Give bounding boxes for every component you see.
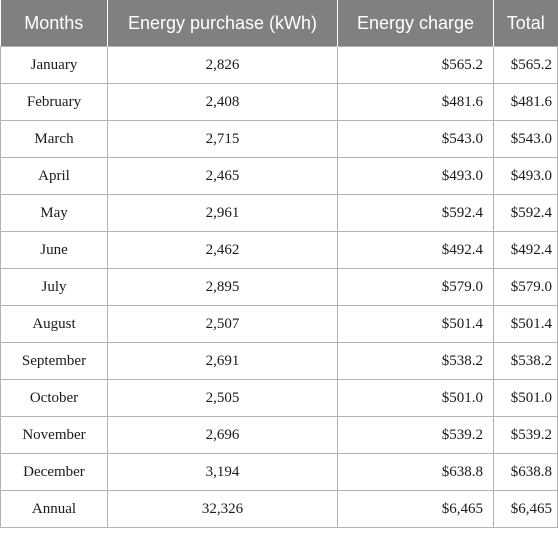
- total-cell: $543.0: [493, 120, 558, 158]
- total-cell: $538.2: [493, 342, 558, 380]
- total-cell: $501.0: [493, 379, 558, 417]
- header-total: Total: [493, 0, 558, 47]
- month-cell: April: [0, 157, 108, 195]
- month-cell: February: [0, 83, 108, 121]
- table-row: July 2,895 $579.0 $579.0: [0, 268, 558, 306]
- energy-purchase-cell: 32,326: [107, 490, 338, 528]
- energy-charge-cell: $481.6: [337, 83, 494, 121]
- table-row: November 2,696 $539.2 $539.2: [0, 416, 558, 454]
- energy-charge-cell: $501.0: [337, 379, 494, 417]
- energy-charge-cell: $6,465: [337, 490, 494, 528]
- month-cell: November: [0, 416, 108, 454]
- energy-purchase-cell: 2,505: [107, 379, 338, 417]
- table-row: February 2,408 $481.6 $481.6: [0, 83, 558, 121]
- energy-purchase-cell: 2,961: [107, 194, 338, 232]
- energy-purchase-cell: 2,507: [107, 305, 338, 343]
- energy-purchase-cell: 2,696: [107, 416, 338, 454]
- energy-purchase-cell: 2,691: [107, 342, 338, 380]
- month-cell: Annual: [0, 490, 108, 528]
- month-cell: October: [0, 379, 108, 417]
- energy-charge-cell: $492.4: [337, 231, 494, 269]
- month-cell: July: [0, 268, 108, 306]
- energy-purchase-cell: 2,895: [107, 268, 338, 306]
- table-header: Months Energy purchase (kWh) Energy char…: [0, 0, 558, 47]
- energy-charge-cell: $539.2: [337, 416, 494, 454]
- total-cell: $481.6: [493, 83, 558, 121]
- month-cell: January: [0, 46, 108, 84]
- energy-charge-cell: $565.2: [337, 46, 494, 84]
- month-cell: December: [0, 453, 108, 491]
- energy-purchase-cell: 2,465: [107, 157, 338, 195]
- total-cell: $565.2: [493, 46, 558, 84]
- energy-purchase-cell: 3,194: [107, 453, 338, 491]
- energy-charge-cell: $638.8: [337, 453, 494, 491]
- table-row: June 2,462 $492.4 $492.4: [0, 231, 558, 269]
- energy-charge-cell: $501.4: [337, 305, 494, 343]
- total-cell: $579.0: [493, 268, 558, 306]
- energy-charge-cell: $538.2: [337, 342, 494, 380]
- month-cell: September: [0, 342, 108, 380]
- table-row: April 2,465 $493.0 $493.0: [0, 157, 558, 195]
- energy-purchase-cell: 2,462: [107, 231, 338, 269]
- month-cell: August: [0, 305, 108, 343]
- total-cell: $539.2: [493, 416, 558, 454]
- table-row: March 2,715 $543.0 $543.0: [0, 120, 558, 158]
- table-row: August 2,507 $501.4 $501.4: [0, 305, 558, 343]
- total-cell: $492.4: [493, 231, 558, 269]
- month-cell: March: [0, 120, 108, 158]
- total-cell: $638.8: [493, 453, 558, 491]
- energy-purchase-cell: 2,408: [107, 83, 338, 121]
- energy-charge-cell: $543.0: [337, 120, 494, 158]
- total-cell: $493.0: [493, 157, 558, 195]
- month-cell: June: [0, 231, 108, 269]
- total-cell: $6,465: [493, 490, 558, 528]
- table-row: October 2,505 $501.0 $501.0: [0, 379, 558, 417]
- table-row: January 2,826 $565.2 $565.2: [0, 46, 558, 84]
- energy-purchase-cell: 2,715: [107, 120, 338, 158]
- table-row: December 3,194 $638.8 $638.8: [0, 453, 558, 491]
- header-energy-charge: Energy charge: [337, 0, 494, 47]
- table-row: May 2,961 $592.4 $592.4: [0, 194, 558, 232]
- month-cell: May: [0, 194, 108, 232]
- annual-total-row: Annual 32,326 $6,465 $6,465: [0, 490, 558, 528]
- energy-charge-cell: $592.4: [337, 194, 494, 232]
- total-cell: $501.4: [493, 305, 558, 343]
- table-body: January 2,826 $565.2 $565.2 February 2,4…: [0, 46, 558, 528]
- header-row: Months Energy purchase (kWh) Energy char…: [0, 0, 558, 47]
- energy-charge-cell: $493.0: [337, 157, 494, 195]
- header-months: Months: [0, 0, 108, 47]
- energy-charge-cell: $579.0: [337, 268, 494, 306]
- header-energy-purchase: Energy purchase (kWh): [107, 0, 338, 47]
- table-row: September 2,691 $538.2 $538.2: [0, 342, 558, 380]
- energy-purchase-cell: 2,826: [107, 46, 338, 84]
- total-cell: $592.4: [493, 194, 558, 232]
